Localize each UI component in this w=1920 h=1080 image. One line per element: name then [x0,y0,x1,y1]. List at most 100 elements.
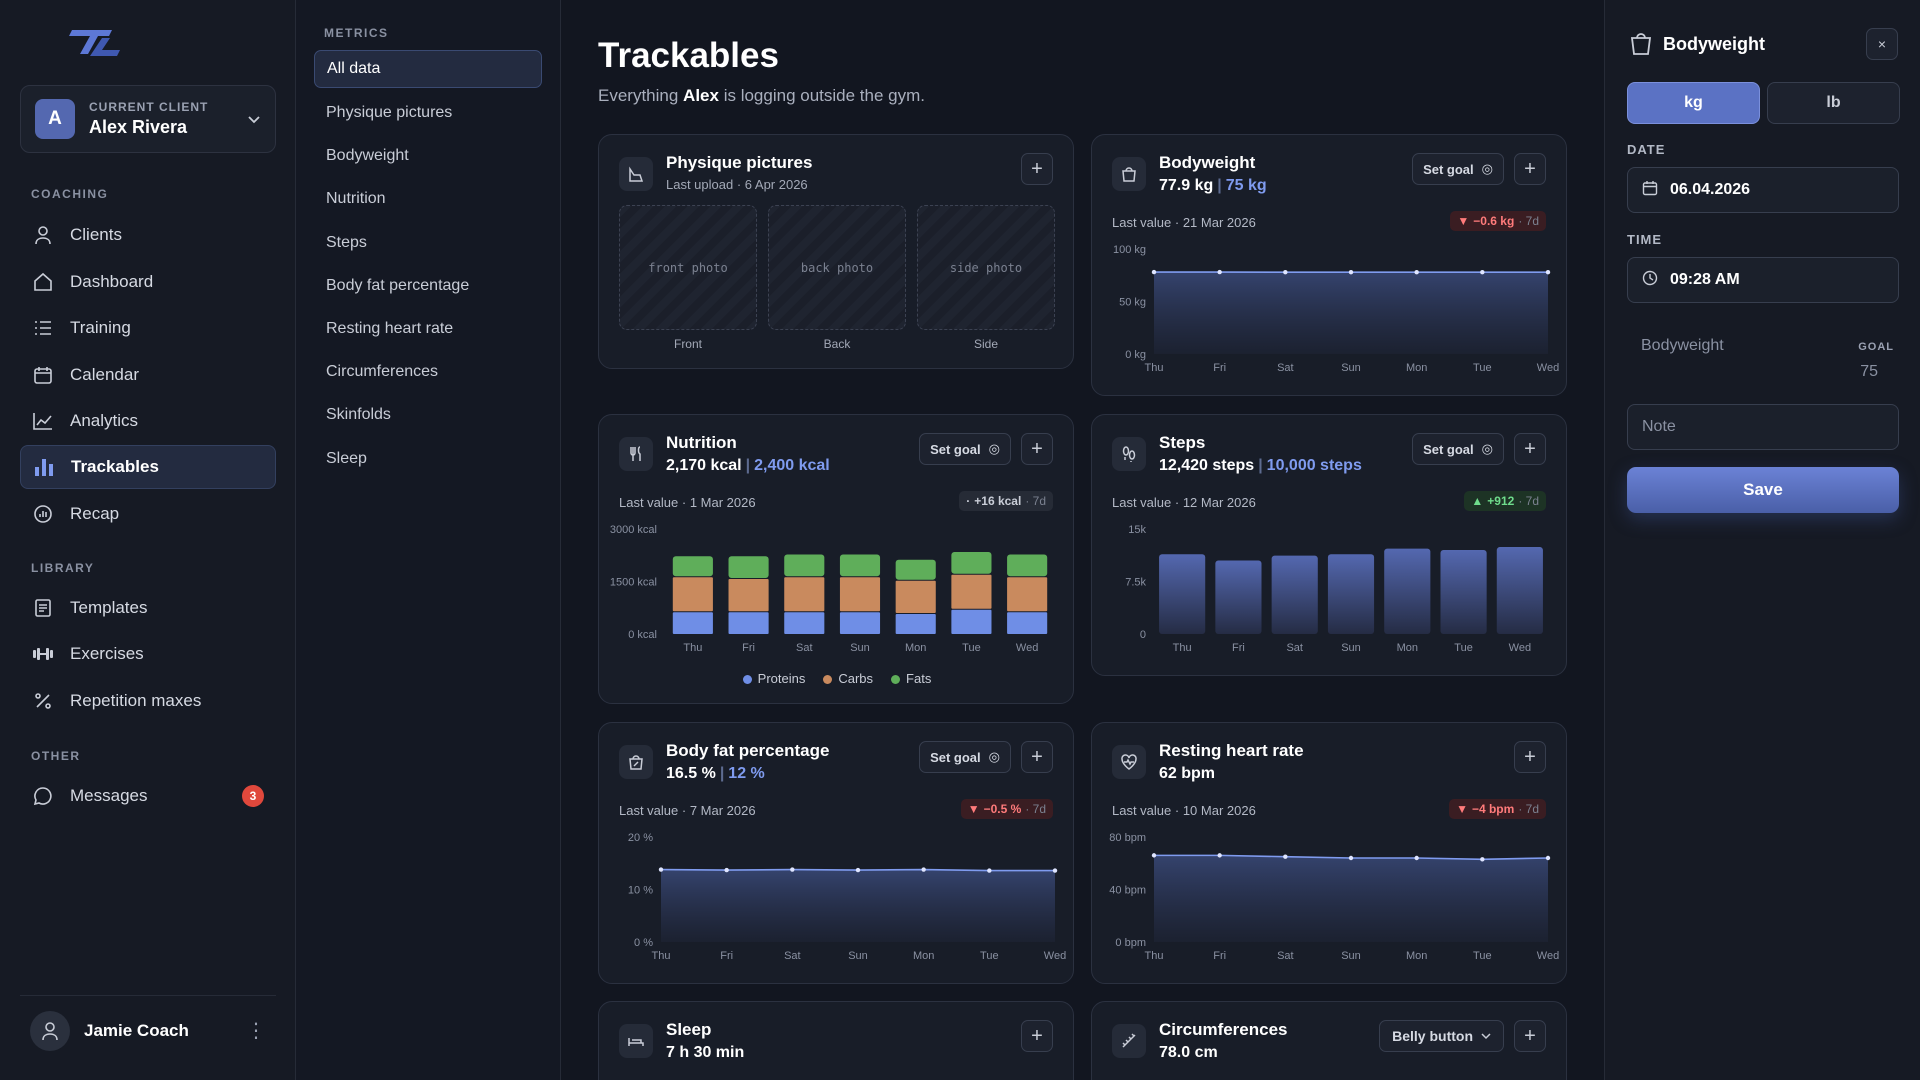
y-tick-label: 0 kg [1125,349,1146,361]
nav-messages[interactable]: Messages 3 [20,774,276,818]
nutrition-chart: 3000 kcal 1500 kcal 0 kcal Thu Fri Sat Sun Mon T… [610,524,1048,654]
nav-clients[interactable]: Clients [20,213,276,257]
set-goal-button[interactable]: Set goal ◎ [919,741,1011,773]
metric-circumferences[interactable]: Circumferences [326,363,439,380]
messages-badge: 3 [242,785,264,807]
add-button[interactable]: + [1021,433,1053,465]
close-button[interactable]: × [1866,28,1898,60]
x-tick-label: Wed [1509,642,1531,654]
metric-bodyweight[interactable]: Bodyweight [326,147,409,164]
set-goal-button[interactable]: Set goal ◎ [1412,153,1504,185]
entry-panel: Bodyweight × kg lb DATE 06.04.2026 TIME … [1604,0,1920,1080]
chevron-down-icon [247,112,261,126]
nav-templates[interactable]: Templates [20,586,276,630]
add-button[interactable]: + [1514,1020,1546,1052]
data-point [1052,868,1058,873]
metric-resting-heart-rate[interactable]: Resting heart rate [326,320,454,337]
y-tick-label: 0 % [634,937,653,949]
add-button[interactable]: + [1021,1020,1053,1052]
current-value: 62 bpm [1159,765,1216,782]
more-options-icon[interactable]: ⋮ [246,1020,266,1042]
save-button[interactable]: Save [1627,467,1899,513]
add-button[interactable]: + [1021,741,1053,773]
metric-steps[interactable]: Steps [326,234,367,251]
data-point [1348,270,1354,275]
front-photo-slot[interactable]: front photo [619,205,757,330]
bar-carbs [784,577,825,612]
target-icon: ◎ [1481,441,1493,456]
metric-all-data[interactable]: All data [314,50,542,88]
add-button[interactable]: + [1514,153,1546,185]
data-point [790,867,795,872]
metric-sleep[interactable]: Sleep [326,450,367,467]
back-photo-slot[interactable]: back photo [768,205,906,330]
x-tick-label: Sun [848,950,868,962]
time-field[interactable]: 09:28 AM [1627,257,1899,303]
y-tick-label: 15k [1128,524,1146,536]
delta-period: · 7d [1518,214,1539,228]
client-switcher[interactable]: A CURRENT CLIENT Alex Rivera [20,85,276,153]
site-dropdown[interactable]: Belly button [1379,1020,1504,1052]
card-value: 62 bpm [1159,765,1215,783]
nav-analytics[interactable]: Analytics [20,399,276,443]
set-goal-button[interactable]: Set goal ◎ [919,433,1011,465]
x-tick-label: Thu [1145,362,1164,374]
set-goal-button[interactable]: Set goal ◎ [1412,433,1504,465]
nav-recap[interactable]: Recap [20,492,276,536]
metric-skinfolds[interactable]: Skinfolds [326,406,391,423]
data-point [1545,270,1551,275]
nav-repetition-maxes[interactable]: Repetition maxes [20,679,276,723]
data-point [921,867,926,872]
unit-kg-toggle[interactable]: kg [1627,82,1760,124]
metric-physique-pictures[interactable]: Physique pictures [326,104,453,121]
bodyweight-input-label[interactable]: Bodyweight [1641,337,1724,354]
delta-badge: ▼ −4 bpm · 7d [1449,799,1546,819]
sidebar: A CURRENT CLIENT Alex Rivera COACHING Cl… [0,0,296,1080]
current-value: 78.0 cm [1159,1044,1218,1061]
delta-badge: ▲ +912 · 7d [1464,491,1546,511]
add-button[interactable]: + [1021,153,1053,185]
nav-trackables[interactable]: Trackables [20,445,276,489]
card-title: Bodyweight [1159,153,1256,172]
card-bodyweight: Bodyweight 77.9 kg | 75 kg Set goal ◎ + Las… [1091,134,1567,396]
x-tick-label: Wed [1537,362,1559,374]
legend-fats: Fats [891,671,931,686]
x-tick-label: Thu [652,950,671,962]
app-logo[interactable] [64,26,128,63]
nav-dashboard[interactable]: Dashboard [20,260,276,304]
set-goal-label: Set goal [930,749,981,765]
nav-calendar[interactable]: Calendar [20,353,276,397]
x-tick-label: Thu [683,642,702,654]
coach-account[interactable]: Jamie Coach ⋮ [20,995,276,1065]
add-button[interactable]: + [1514,433,1546,465]
x-tick-label: Mon [1406,362,1427,374]
metric-body-fat[interactable]: Body fat percentage [326,277,470,294]
nav-exercises[interactable]: Exercises [20,632,276,676]
side-photo-slot[interactable]: side photo [917,205,1055,330]
page-title: Trackables [598,36,779,75]
x-tick-label: Tue [1473,362,1492,374]
nav-label: Training [70,318,131,337]
bar-proteins [784,612,825,634]
x-tick-label: Sat [1277,362,1294,374]
unit-lb-toggle[interactable]: lb [1767,82,1900,124]
y-tick-label: 3000 kcal [610,524,657,536]
client-caption: CURRENT CLIENT [89,100,209,114]
date-field[interactable]: 06.04.2026 [1627,167,1899,213]
nav-training[interactable]: Training [20,306,276,350]
add-button[interactable]: + [1514,741,1546,773]
x-tick-label: Mon [1397,642,1418,654]
metric-nutrition[interactable]: Nutrition [326,190,386,207]
metrics-heading: METRICS [324,26,389,40]
legend-carbs: Carbs [823,671,873,686]
bar-carbs [951,574,992,609]
bar-proteins [672,612,713,634]
legend-proteins: Proteins [742,671,805,686]
nav-label: Analytics [70,411,139,430]
home-icon [32,271,54,293]
note-input[interactable] [1627,404,1899,450]
last-value: Last value · 21 Mar 2026 [1112,215,1256,230]
bodyfat-chart: 20 % 10 % 0 %Thu Fri Sat Sun Mon Tue Wed [628,832,1066,962]
dropdown-value: Belly button [1392,1028,1473,1044]
